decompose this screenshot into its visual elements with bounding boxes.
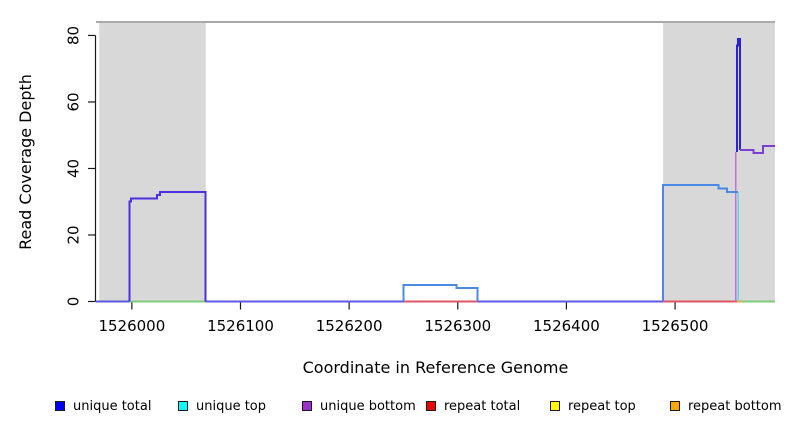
legend-item-unique-total: unique total: [55, 398, 151, 414]
legend-swatch-icon: [302, 401, 312, 411]
y-axis-title: Read Coverage Depth: [16, 74, 35, 250]
y-tick-label: 20: [65, 225, 83, 244]
x-tick-label: 1526500: [642, 317, 709, 335]
legend-swatch-icon: [550, 401, 560, 411]
legend-label: repeat top: [568, 398, 636, 414]
y-tick-label: 60: [65, 92, 83, 111]
y-tick-label: 0: [65, 297, 83, 307]
x-axis-title: Coordinate in Reference Genome: [303, 358, 569, 377]
legend-item-repeat-bottom: repeat bottom: [670, 398, 782, 414]
legend-item-repeat-total: repeat total: [426, 398, 520, 414]
coverage-right-block: [662, 184, 739, 302]
masked-region-right: [663, 22, 775, 302]
x-tick-label: 1526000: [98, 317, 165, 335]
y-tick-label: 80: [65, 26, 83, 45]
x-tick-label: 1526200: [316, 317, 383, 335]
legend-item-repeat-top: repeat top: [550, 398, 636, 414]
legend-label: unique top: [196, 398, 267, 414]
legend-swatch-icon: [178, 401, 188, 411]
legend-item-unique-top: unique top: [178, 398, 266, 414]
masked-region-left: [99, 22, 206, 302]
x-tick-label: 1526100: [207, 317, 274, 335]
x-tick-label: 1526400: [533, 317, 600, 335]
y-tick-label: 40: [65, 159, 83, 178]
legend-label: unique bottom: [320, 398, 416, 414]
legend-label: repeat bottom: [688, 398, 782, 414]
coverage-spike: [736, 37, 742, 152]
coverage-mid-bump: [402, 283, 479, 302]
legend: unique total unique top unique bottom repea…: [0, 398, 792, 420]
unique-bottom-right-line: [740, 144, 775, 155]
legend-label: repeat total: [444, 398, 521, 414]
legend-item-unique-bottom: unique bottom: [302, 398, 416, 414]
legend-swatch-icon: [55, 401, 65, 411]
legend-swatch-icon: [426, 401, 436, 411]
unique-coverage-left-block: [128, 190, 207, 302]
x-tick-label: 1526300: [424, 317, 491, 335]
legend-swatch-icon: [670, 401, 680, 411]
legend-label: unique total: [73, 398, 152, 414]
